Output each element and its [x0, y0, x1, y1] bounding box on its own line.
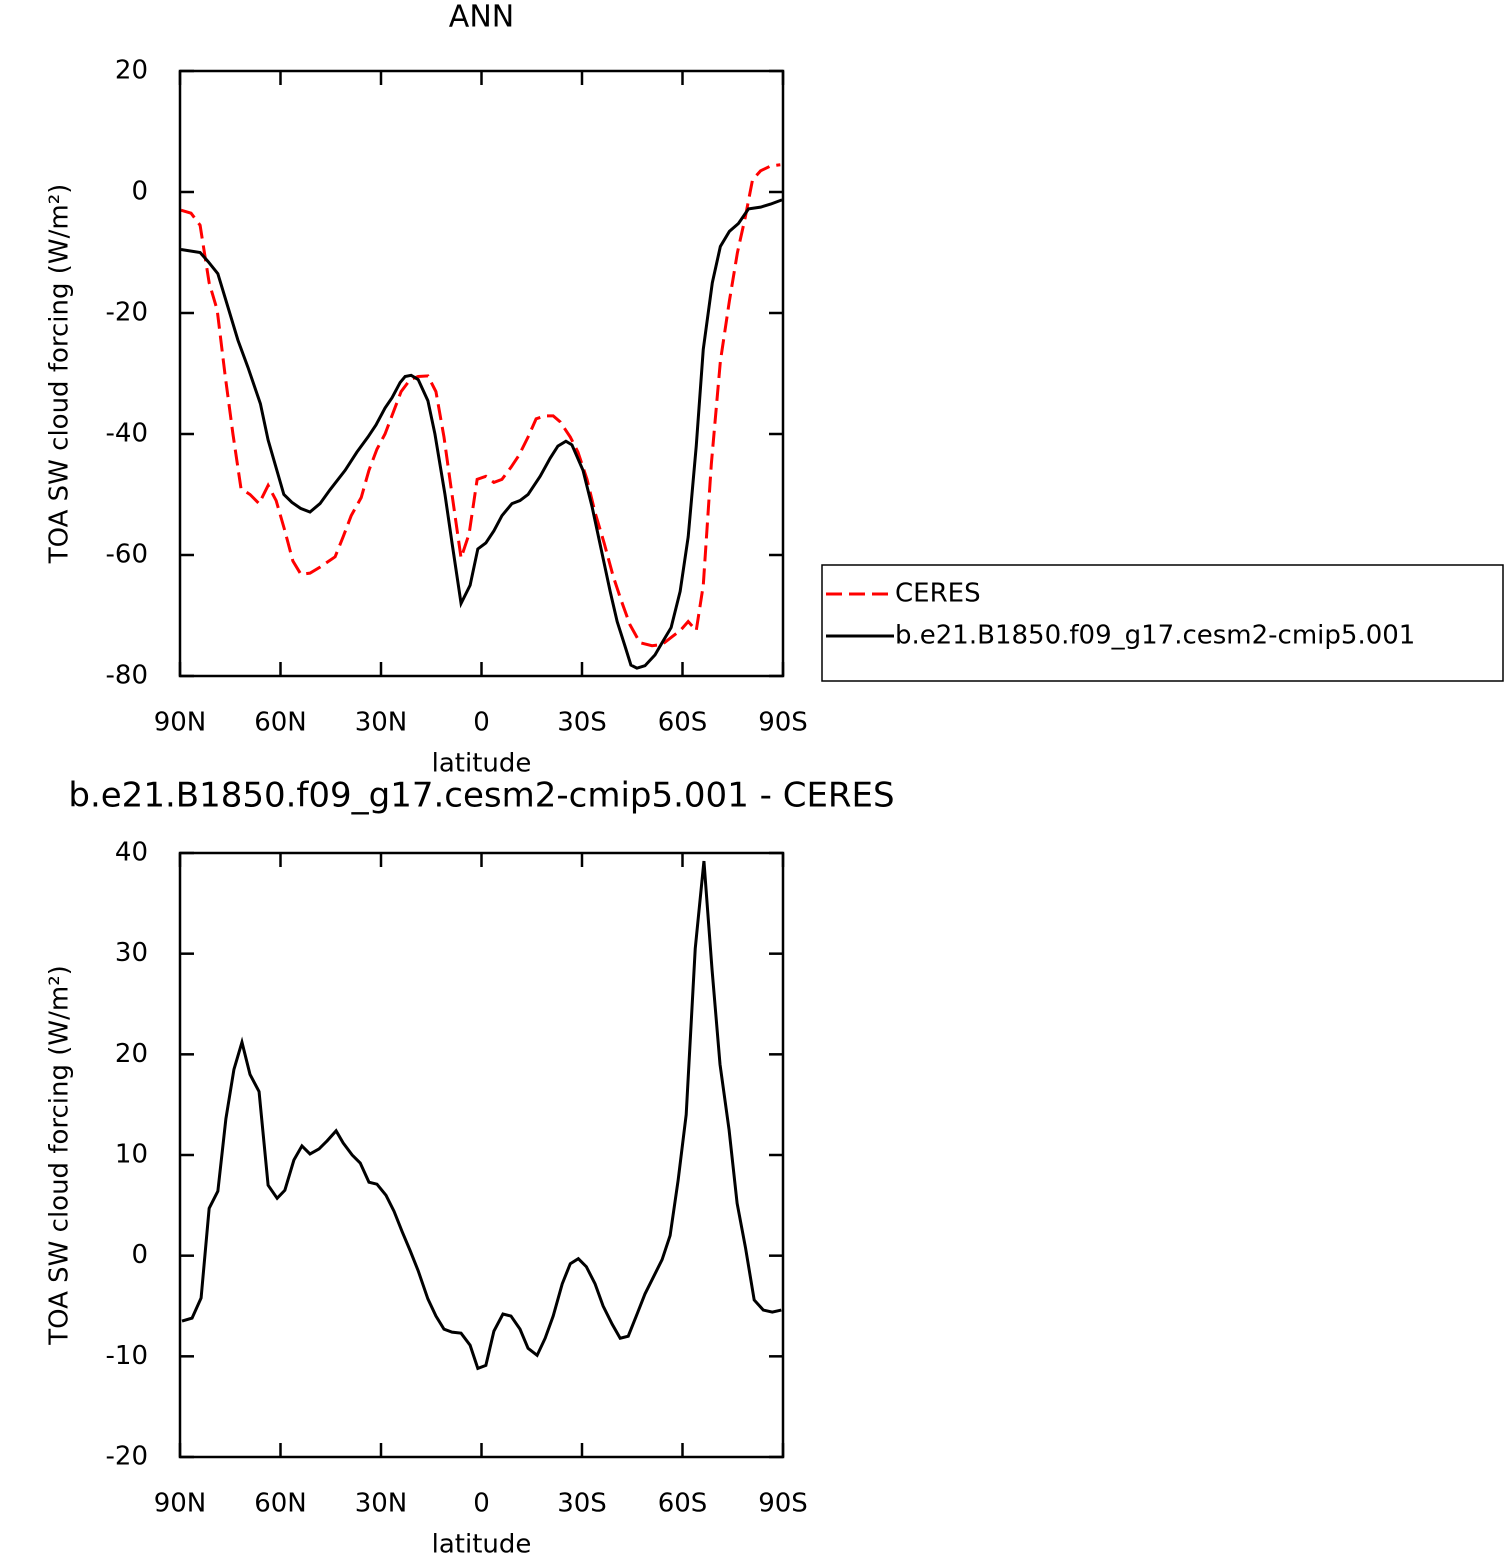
y-tick-label: 20	[115, 56, 148, 86]
data-line	[180, 198, 783, 670]
legend-label: CERES	[895, 579, 981, 609]
y-axis-label: TOA SW cloud forcing (W/m²)	[45, 965, 75, 1346]
y-tick-label: -80	[106, 661, 148, 691]
y-tick-label: 30	[115, 938, 148, 968]
x-tick-label: 60S	[658, 1489, 708, 1519]
y-tick-label: 0	[131, 177, 148, 207]
x-tick-label: 60N	[254, 708, 307, 738]
plot-frame	[178, 69, 785, 678]
legend-label: b.e21.B1850.f09_g17.cesm2-cmip5.001	[895, 621, 1415, 651]
x-tick-label: 90N	[154, 708, 207, 738]
y-tick-label: 0	[131, 1240, 148, 1270]
x-tick-label: 90S	[758, 1489, 808, 1519]
legend-box	[821, 564, 1504, 682]
x-tick-label: 30S	[557, 708, 607, 738]
x-tick-label: 30N	[355, 1489, 408, 1519]
x-axis-label: latitude	[432, 1530, 532, 1560]
y-axis-label: TOA SW cloud forcing (W/m²)	[45, 184, 75, 565]
data-line	[181, 860, 782, 1371]
y-tick-label: -40	[106, 419, 148, 449]
x-axis-label: latitude	[432, 749, 532, 779]
y-tick-label: 10	[115, 1140, 148, 1170]
y-tick-label: -20	[106, 1442, 148, 1472]
y-tick-label: -60	[106, 540, 148, 570]
data-line	[180, 163, 781, 648]
plot-frame	[178, 851, 785, 1459]
x-tick-label: 60N	[254, 1489, 307, 1519]
y-tick-label: -10	[106, 1341, 148, 1371]
y-tick-label: -20	[106, 298, 148, 328]
chart-title: ANN	[449, 0, 514, 35]
x-tick-label: 90S	[758, 708, 808, 738]
y-tick-label: 20	[115, 1039, 148, 1069]
x-tick-label: 30N	[355, 708, 408, 738]
x-tick-label: 30S	[557, 1489, 607, 1519]
chart-title: b.e21.B1850.f09_g17.cesm2-cmip5.001 - CE…	[68, 776, 894, 816]
x-tick-label: 90N	[154, 1489, 207, 1519]
x-tick-label: 0	[473, 708, 490, 738]
x-tick-label: 60S	[658, 708, 708, 738]
x-tick-label: 0	[473, 1489, 490, 1519]
y-tick-label: 40	[115, 838, 148, 868]
